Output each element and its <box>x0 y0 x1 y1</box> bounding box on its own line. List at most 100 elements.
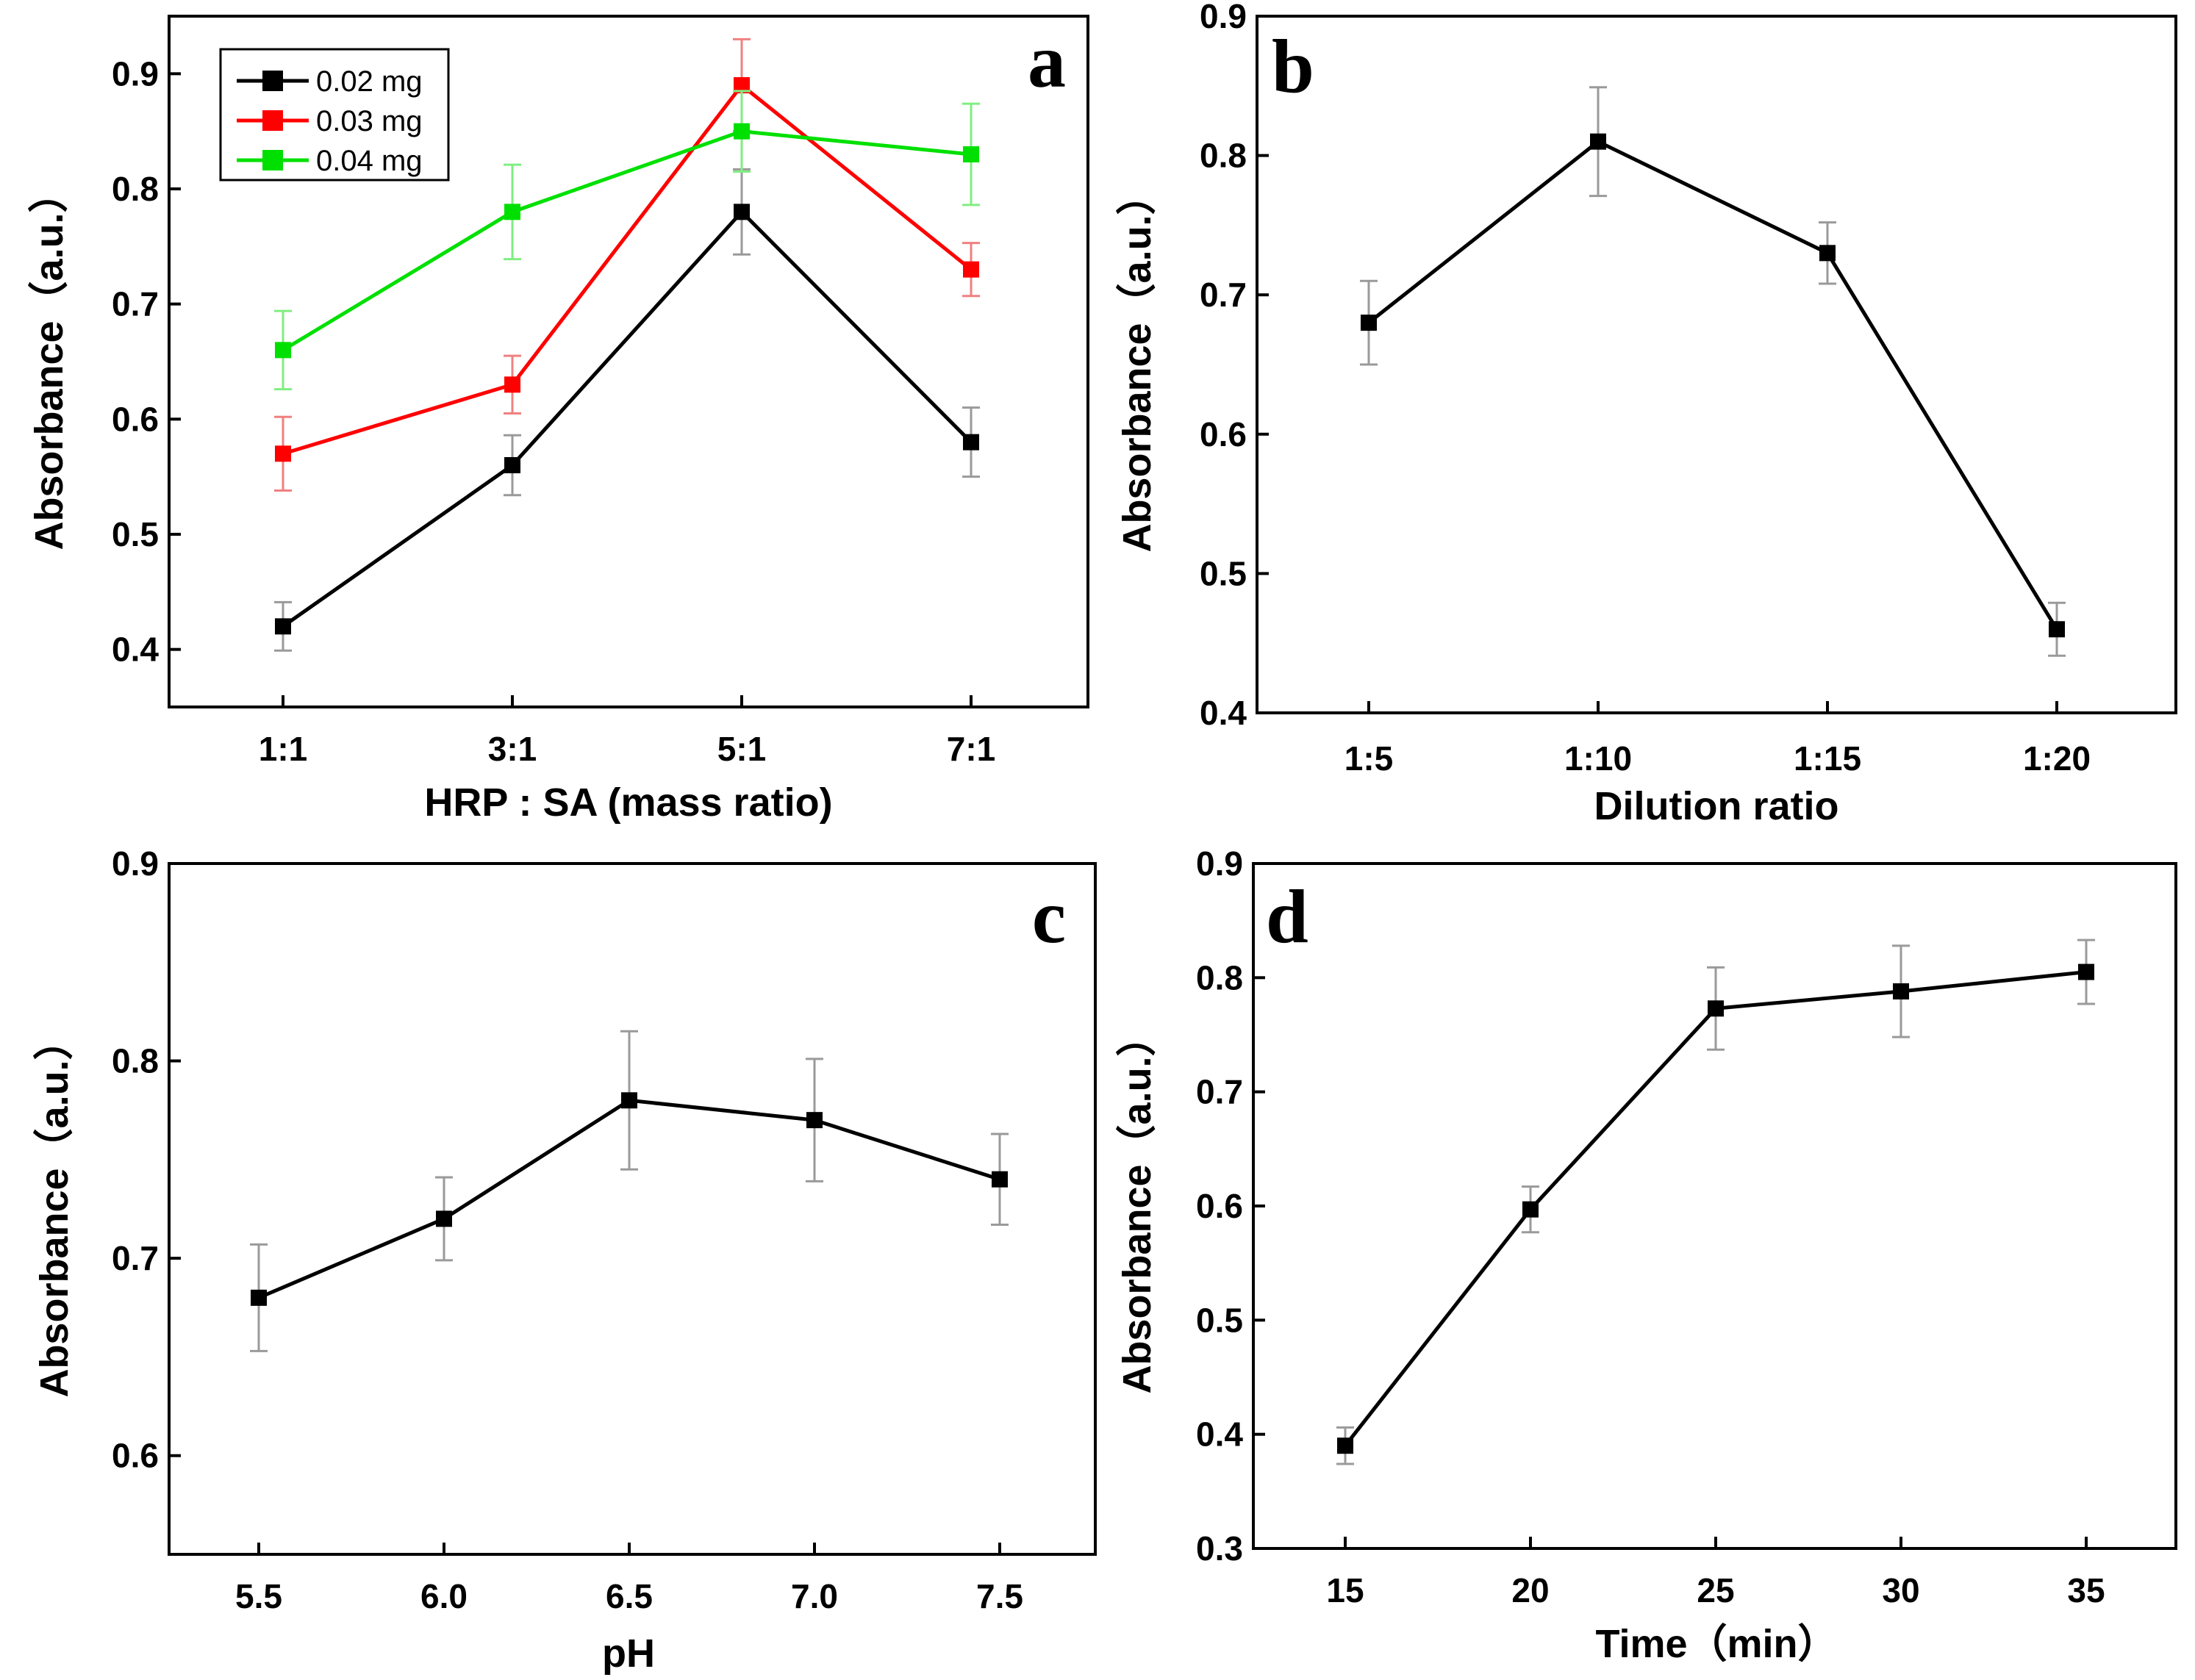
panel-a-letter: a <box>1028 19 1066 104</box>
panel-a-point-0-02-mg <box>504 457 520 473</box>
panel-b-line-series <box>1367 139 2059 631</box>
legend-label-0-04mg: 0.04 mg <box>316 145 423 177</box>
panel-b-xtick-label: 1:20 <box>2023 739 2091 778</box>
panel-d-point-series <box>1337 1437 1353 1454</box>
panel-a-xtick-label: 5:1 <box>717 730 766 768</box>
panel-c-ytick-label: 0.8 <box>112 1042 159 1080</box>
panel-d: 0.3 0.4 0.5 0.6 0.7 0.8 0.9 15 20 25 30 35 d Time（m… <box>1115 844 2177 1666</box>
panel-d-ytick-label: 0.9 <box>1196 844 1243 883</box>
panel-c-point-series <box>806 1112 823 1129</box>
panel-c-xtick-label: 5.5 <box>235 1577 282 1615</box>
panel-b-point-series <box>2049 621 2065 638</box>
panel-a-line-0-03-mg <box>282 82 973 456</box>
panel-c-point-series <box>992 1171 1008 1188</box>
panel-d-ytick-label: 0.7 <box>1196 1073 1243 1111</box>
panel-a-xtick-label: 7:1 <box>947 730 995 768</box>
panel-a-point-0-03-mg <box>734 77 750 93</box>
legend-marker-0-03mg <box>262 110 283 131</box>
panel-a-point-0-04-mg <box>734 123 750 140</box>
panel-a-point-0-04-mg <box>504 204 520 220</box>
panel-c-ylabel: Absorbance（a.u.） <box>32 1020 76 1397</box>
legend-marker-0-04mg <box>262 150 283 170</box>
panel-a-xtick-label: 3:1 <box>488 730 537 768</box>
panel-d-xtick-label: 20 <box>1511 1571 1549 1609</box>
panel-c-xtick-label: 6.5 <box>606 1577 653 1615</box>
panel-b-xlabel: Dilution ratio <box>1594 784 1839 828</box>
panel-c-xlabel: pH <box>602 1631 655 1676</box>
panel-a: 0.4 0.5 0.6 0.7 0.8 0.9 1:1 3:1 5:1 7:1 a HRP : S… <box>27 15 1089 825</box>
panel-c-xtick-label: 6.0 <box>420 1577 468 1615</box>
panel-b: 0.4 0.5 0.6 0.7 0.8 0.9 1:5 1:10 1:15 1:20 b Dilu… <box>1115 0 2177 828</box>
panel-d-xtick-label: 35 <box>2067 1571 2105 1609</box>
panel-d-ytick-label: 0.8 <box>1196 958 1243 997</box>
panel-b-ytick-label: 0.9 <box>1200 0 1247 35</box>
panel-b-ytick-label: 0.7 <box>1200 276 1247 314</box>
panel-d-frame <box>1252 862 2177 1550</box>
panel-a-ytick-label: 0.6 <box>112 400 159 438</box>
panel-d-ytick-label: 0.3 <box>1196 1529 1243 1568</box>
panel-d-xtick-label: 15 <box>1326 1571 1364 1609</box>
panel-b-ytick-label: 0.5 <box>1200 554 1247 592</box>
legend-marker-0-02mg <box>262 71 283 91</box>
panel-a-plot: 0.4 0.5 0.6 0.7 0.8 0.9 1:1 3:1 5:1 7:1 <box>112 37 995 768</box>
panel-c-xtick-label: 7.0 <box>791 1577 838 1615</box>
panel-c-ytick-label: 0.6 <box>112 1437 159 1475</box>
panel-a-point-0-02-mg <box>734 204 750 220</box>
panel-a-ytick-label: 0.4 <box>112 631 159 669</box>
panel-a-xlabel: HRP : SA (mass ratio) <box>424 780 832 825</box>
panel-b-ytick-label: 0.8 <box>1200 137 1247 175</box>
panel-a-ytick-label: 0.9 <box>112 54 159 93</box>
panel-c-xtick-label: 7.5 <box>976 1577 1023 1615</box>
panel-b-point-series <box>1819 245 1836 262</box>
panel-b-point-series <box>1361 315 1377 331</box>
panel-a-point-0-04-mg <box>275 342 291 359</box>
panel-a-legend: 0.02 mg 0.03 mg 0.04 mg <box>219 48 450 182</box>
panel-b-ytick-label: 0.6 <box>1200 415 1247 453</box>
panel-c-point-series <box>621 1092 637 1109</box>
panel-d-ytick-label: 0.6 <box>1196 1187 1243 1225</box>
panel-a-point-0-02-mg <box>963 434 979 450</box>
panel-c: 0.6 0.7 0.8 0.9 5.5 6.0 6.5 7.0 7.5 c pH Absorba… <box>32 844 1097 1676</box>
panel-c-plot: 0.6 0.7 0.8 0.9 5.5 6.0 6.5 7.0 7.5 <box>112 844 1023 1615</box>
panel-c-ytick-label: 0.9 <box>112 844 159 883</box>
panel-a-ytick-label: 0.8 <box>112 170 159 208</box>
panel-b-xtick-label: 1:15 <box>1794 739 1861 778</box>
legend-label-0-02mg: 0.02 mg <box>316 65 423 98</box>
panel-c-point-series <box>436 1210 452 1227</box>
panel-a-line-0-04-mg <box>282 129 972 352</box>
panel-d-ylabel: Absorbance（a.u.） <box>1115 1016 1159 1393</box>
panel-b-xtick-label: 1:10 <box>1564 739 1632 778</box>
panel-a-point-0-02-mg <box>275 618 291 635</box>
panel-b-ylabel: Absorbance（a.u.） <box>1115 175 1159 552</box>
panel-d-point-series <box>1522 1201 1539 1218</box>
panel-d-xlabel: Time（min） <box>1595 1622 1837 1666</box>
panel-d-xtick-label: 30 <box>1882 1571 1919 1609</box>
panel-a-ytick-label: 0.7 <box>112 285 159 323</box>
panel-d-plot: 0.3 0.4 0.5 0.6 0.7 0.8 0.9 15 20 25 30 35 <box>1196 844 2105 1609</box>
legend-label-0-03mg: 0.03 mg <box>316 105 423 137</box>
panel-a-xtick-label: 1:1 <box>259 730 307 768</box>
legend-frame <box>219 48 450 182</box>
panel-b-point-series <box>1590 133 1606 150</box>
panel-a-line-0-02-mg <box>282 209 973 628</box>
panel-d-xtick-label: 25 <box>1697 1571 1734 1609</box>
panel-d-ytick-label: 0.5 <box>1196 1301 1243 1339</box>
panel-d-ytick-label: 0.4 <box>1196 1415 1243 1454</box>
panel-b-xtick-label: 1:5 <box>1344 739 1393 778</box>
panel-c-letter: c <box>1032 875 1066 959</box>
panel-d-point-series <box>1708 1000 1724 1017</box>
panel-a-point-0-03-mg <box>504 376 520 393</box>
panel-a-ylabel: Absorbance（a.u.） <box>27 173 71 550</box>
panel-a-point-0-04-mg <box>963 146 979 162</box>
panel-b-ytick-label: 0.4 <box>1200 694 1247 732</box>
panel-a-ytick-label: 0.5 <box>112 515 159 553</box>
panel-c-point-series <box>251 1289 267 1306</box>
panel-d-letter: d <box>1266 875 1308 959</box>
panel-b-letter: b <box>1272 24 1314 109</box>
panel-a-point-0-03-mg <box>275 445 291 462</box>
panel-a-frame <box>168 15 1089 708</box>
panel-c-ytick-label: 0.7 <box>112 1239 159 1277</box>
panel-d-point-series <box>2078 963 2094 980</box>
panel-b-plot: 0.4 0.5 0.6 0.7 0.8 0.9 1:5 1:10 1:15 1:20 <box>1200 0 2091 778</box>
